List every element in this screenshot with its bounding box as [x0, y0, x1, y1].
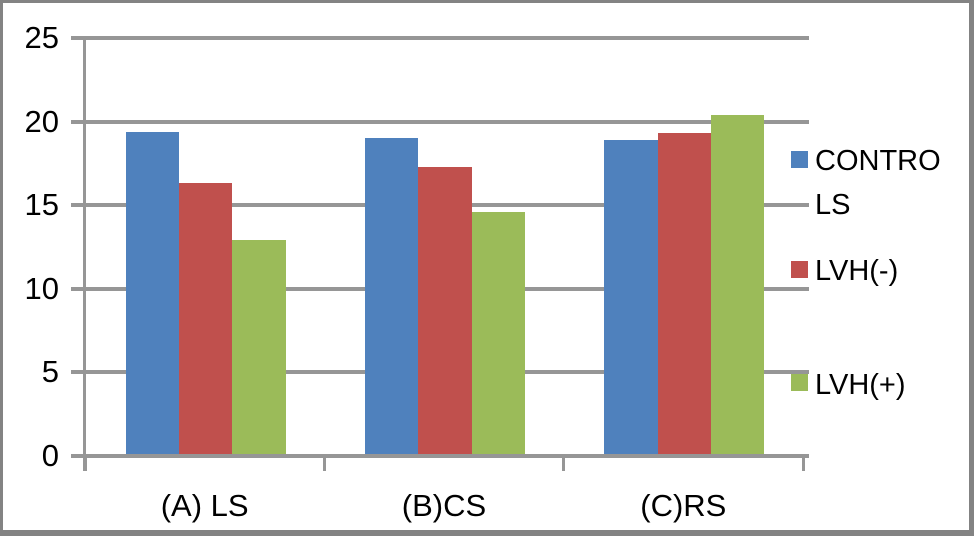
x-axis-label-a-ls: (A) LS — [160, 488, 249, 523]
legend-label-line: LS — [815, 189, 851, 221]
legend-label-line: LVH(+) — [815, 369, 906, 401]
legend-label-line: LVH(-) — [815, 255, 899, 287]
y-axis-label-5: 5 — [41, 354, 59, 390]
gridline-25 — [71, 36, 809, 40]
gridline-20 — [71, 119, 809, 124]
y-axis-label-25: 25 — [24, 20, 59, 55]
x-axis-tick — [562, 456, 566, 471]
legend-swatch-lvh — [791, 261, 808, 278]
x-axis-line — [71, 454, 809, 458]
y-axis-line — [83, 36, 86, 471]
legend-label-controls: CONTRO LS — [815, 139, 969, 227]
bar-controls-b-cs — [365, 138, 419, 456]
bar-controls-c-rs — [604, 139, 658, 456]
y-axis-label-15: 15 — [24, 187, 59, 223]
bar-controls-a-ls — [125, 131, 179, 456]
x-axis-tick — [322, 456, 326, 471]
legend-label-lvh-+: LVH(+) — [815, 363, 969, 407]
legend-label-line: CONTRO — [815, 145, 941, 177]
bar-lvh-a-ls — [179, 183, 233, 456]
x-axis-tick — [801, 456, 805, 471]
legend-swatch-lvh-+ — [791, 374, 808, 391]
x-axis-label-b-cs: (B)CS — [401, 488, 487, 523]
bar-lvh-b-cs — [418, 166, 472, 456]
y-axis-label-10: 10 — [24, 270, 59, 306]
bar-lvh-c-rs — [657, 133, 711, 456]
y-axis-label-20: 20 — [24, 103, 59, 139]
bar-lvh-+-a-ls — [232, 240, 286, 456]
x-axis-label-c-rs: (C)RS — [640, 488, 727, 523]
legend-swatch-controls — [791, 151, 808, 168]
legend-label-lvh: LVH(-) — [815, 249, 969, 293]
bar-lvh-+-c-rs — [710, 114, 765, 456]
x-axis-tick — [83, 456, 87, 471]
y-axis-label-0: 0 — [41, 438, 59, 473]
bar-lvh-+-b-cs — [471, 211, 525, 456]
